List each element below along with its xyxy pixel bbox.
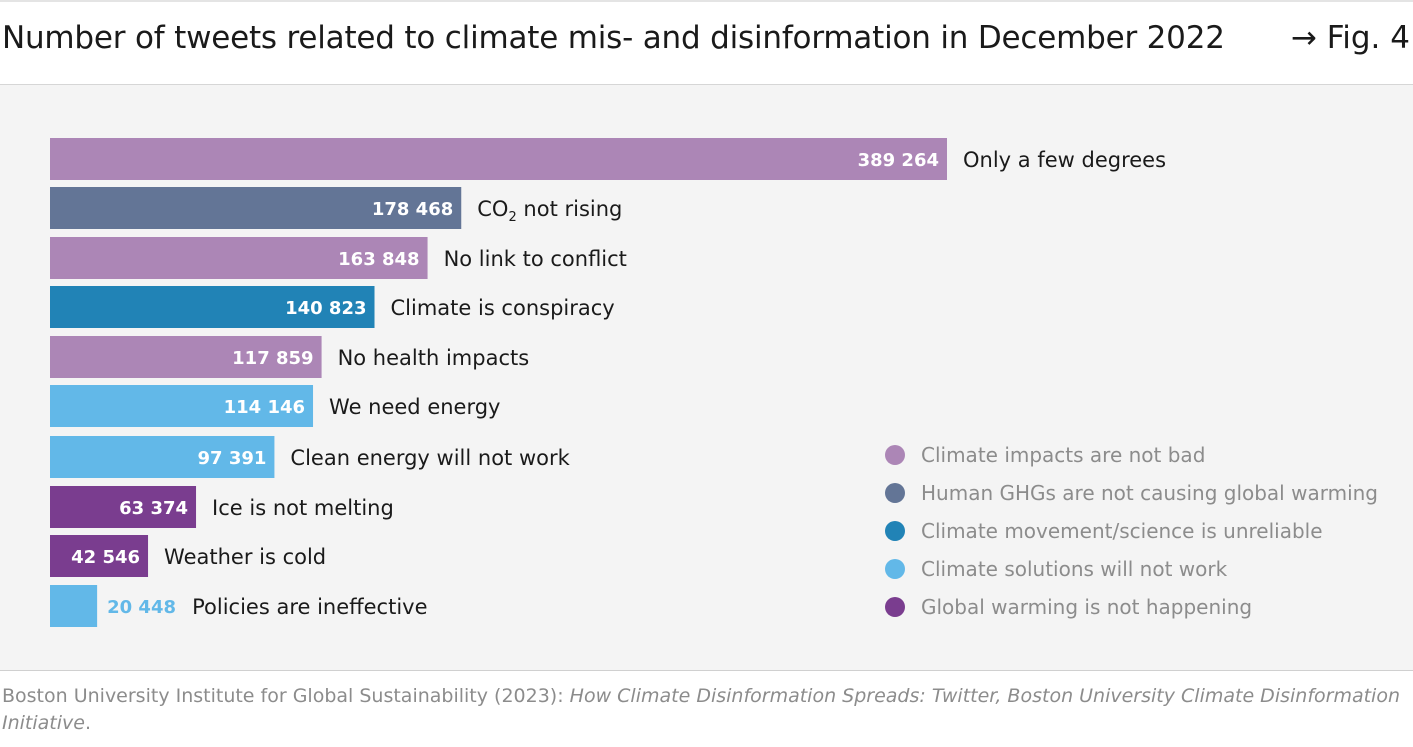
figure-reference: → Fig. 4 bbox=[1290, 20, 1410, 56]
bar-value-label: 178 468 bbox=[372, 199, 453, 220]
legend-swatch bbox=[885, 558, 905, 579]
bar-category-label: No health impacts bbox=[338, 346, 530, 370]
legend-item: Human GHGs are not causing global warmin… bbox=[885, 478, 1378, 516]
chart-panel: 389 264 Only a few degrees 178 468 CO2 not … bbox=[0, 85, 1413, 671]
bar bbox=[50, 436, 275, 478]
bar bbox=[50, 385, 314, 427]
bar-category-label: CO2 not rising bbox=[477, 197, 622, 225]
legend-swatch bbox=[885, 520, 905, 541]
bar-value-label: 117 859 bbox=[232, 348, 313, 369]
bar-value-label: 140 823 bbox=[285, 298, 366, 319]
legend-swatch bbox=[885, 482, 905, 503]
bar-value-label: 63 374 bbox=[119, 498, 188, 519]
legend-swatch bbox=[885, 444, 905, 465]
legend-item: Global warming is not happening bbox=[885, 592, 1378, 630]
legend-label: Climate solutions will not work bbox=[921, 557, 1228, 581]
bar-value-label: 114 146 bbox=[224, 397, 305, 418]
legend-item: Climate solutions will not work bbox=[885, 554, 1378, 592]
legend-item: Climate impacts are not bad bbox=[885, 440, 1378, 478]
bar-category-label: Only a few degrees bbox=[963, 148, 1166, 172]
bar-value-label: 163 848 bbox=[338, 249, 419, 270]
bar-category-label: Weather is cold bbox=[164, 545, 326, 569]
bar-category-label: Policies are ineffective bbox=[192, 595, 427, 619]
legend-swatch bbox=[885, 596, 905, 617]
bar bbox=[50, 486, 197, 528]
bar-value-label: 97 391 bbox=[198, 448, 267, 469]
bar-category-label: Ice is not melting bbox=[212, 496, 394, 520]
legend-label: Climate movement/science is unreliable bbox=[921, 519, 1323, 543]
chart-header: Number of tweets related to climate mis-… bbox=[0, 2, 1413, 85]
bar bbox=[50, 286, 375, 328]
bar bbox=[50, 336, 322, 378]
chart-title: Number of tweets related to climate mis-… bbox=[2, 20, 1225, 56]
bar bbox=[50, 535, 149, 577]
legend-label: Human GHGs are not causing global warmin… bbox=[921, 481, 1378, 505]
bar-category-label: We need energy bbox=[329, 395, 500, 419]
bar bbox=[50, 187, 462, 229]
source-end: . bbox=[84, 712, 92, 734]
bar-category-label: Clean energy will not work bbox=[290, 446, 570, 470]
bar-value-label: 389 264 bbox=[858, 150, 939, 171]
legend-label: Global warming is not happening bbox=[921, 595, 1253, 619]
source-text: Boston University Institute for Global S… bbox=[2, 685, 570, 707]
chart-legend: Climate impacts are not bad Human GHGs ar… bbox=[885, 440, 1378, 630]
legend-label: Climate impacts are not bad bbox=[921, 443, 1206, 467]
bar bbox=[50, 585, 98, 627]
bar bbox=[50, 237, 428, 279]
bar-category-label: No link to conflict bbox=[444, 247, 627, 271]
legend-item: Climate movement/science is unreliable bbox=[885, 516, 1378, 554]
bar-chart: 389 264 Only a few degrees 178 468 CO2 not … bbox=[50, 138, 1166, 627]
source-note: Boston University Institute for Global S… bbox=[2, 683, 1402, 737]
bar-category-label: Climate is conspiracy bbox=[391, 296, 615, 320]
bar bbox=[50, 138, 947, 180]
top-rule bbox=[0, 0, 1413, 2]
bar-value-label: 42 546 bbox=[71, 547, 140, 568]
source-title: How Climate Disinformation Spreads: Twit… bbox=[2, 685, 1400, 734]
bar-value-label: 20 448 bbox=[107, 597, 176, 618]
